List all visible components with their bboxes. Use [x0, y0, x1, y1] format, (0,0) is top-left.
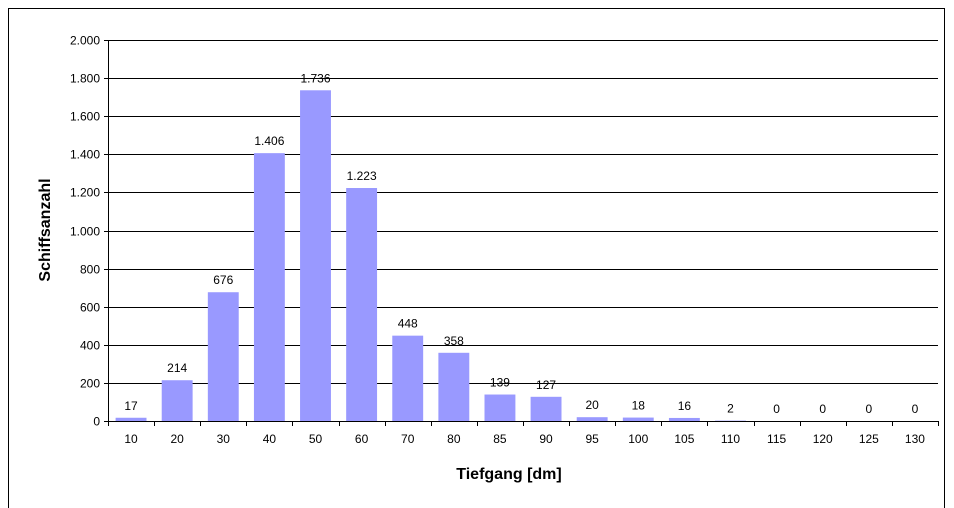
data-label: 139 — [490, 376, 510, 390]
bar — [484, 395, 515, 421]
y-tick-label: 1.600 — [70, 110, 100, 124]
y-tick-label: 200 — [80, 377, 100, 391]
bar — [116, 418, 147, 421]
y-tick-label: 1.000 — [70, 225, 100, 239]
data-label: 358 — [444, 334, 464, 348]
x-tick-label: 80 — [447, 432, 461, 446]
x-tick-label: 120 — [813, 432, 833, 446]
data-label: 127 — [536, 378, 556, 392]
data-label: 20 — [585, 398, 599, 412]
x-tick-label: 30 — [217, 432, 231, 446]
data-label: 2 — [727, 402, 734, 416]
data-label: 18 — [632, 399, 646, 413]
data-label: 0 — [773, 402, 780, 416]
bar — [162, 380, 193, 421]
bar — [392, 336, 423, 421]
x-tick-label: 85 — [493, 432, 507, 446]
data-label: 1.736 — [300, 71, 330, 85]
y-tick-label: 600 — [80, 301, 100, 315]
y-tick-label: 400 — [80, 339, 100, 353]
data-label: 1.406 — [254, 134, 284, 148]
y-tick-label: 0 — [93, 415, 100, 429]
y-tick-label: 1.800 — [70, 72, 100, 86]
y-tick-labels: 0 200 400 600 800 1.000 1.200 1.400 1.600 1.800 2.… — [70, 34, 100, 429]
data-label: 1.223 — [347, 169, 377, 183]
x-tick-label: 60 — [355, 432, 369, 446]
x-tick-label: 110 — [721, 432, 740, 446]
bar — [623, 418, 654, 421]
data-label: 676 — [213, 273, 233, 287]
x-tick-label: 115 — [767, 432, 786, 446]
data-label: 16 — [678, 399, 692, 413]
y-tick-label: 1.400 — [70, 148, 100, 162]
x-axis-title: Tiefgang [dm] — [456, 466, 561, 483]
x-tick-label: 40 — [263, 432, 277, 446]
data-label: 448 — [398, 317, 418, 331]
x-tick-label: 125 — [859, 432, 879, 446]
x-tick-label: 105 — [674, 432, 694, 446]
y-tick-label: 1.200 — [70, 186, 100, 200]
y-tick-label: 800 — [80, 263, 100, 277]
y-tick-label: 2.000 — [70, 34, 100, 48]
data-label: 0 — [865, 402, 872, 416]
bar — [208, 292, 239, 421]
x-tick-label: 10 — [124, 432, 138, 446]
x-tick-label: 95 — [585, 432, 599, 446]
bar — [669, 418, 700, 421]
x-tick-label: 100 — [628, 432, 648, 446]
x-tick-label: 130 — [905, 432, 925, 446]
x-tick-labels: 10 20 30 40 50 60 70 80 85 90 95 100 105 110 115 120 125… — [124, 432, 925, 446]
bar — [531, 397, 562, 421]
x-tick-label: 70 — [401, 432, 415, 446]
bar — [577, 417, 608, 421]
bar — [254, 153, 285, 421]
x-tick-label: 20 — [170, 432, 184, 446]
x-tick-label: 90 — [539, 432, 553, 446]
y-axis-title: Schiffsanzahl — [37, 178, 54, 281]
data-label: 17 — [124, 399, 138, 413]
bar — [300, 90, 331, 421]
data-label: 214 — [167, 361, 187, 375]
bar — [438, 353, 469, 421]
x-tick-label: 50 — [309, 432, 323, 446]
bar — [346, 188, 377, 421]
bars — [116, 90, 746, 421]
data-label: 0 — [819, 402, 826, 416]
data-label: 0 — [912, 402, 919, 416]
